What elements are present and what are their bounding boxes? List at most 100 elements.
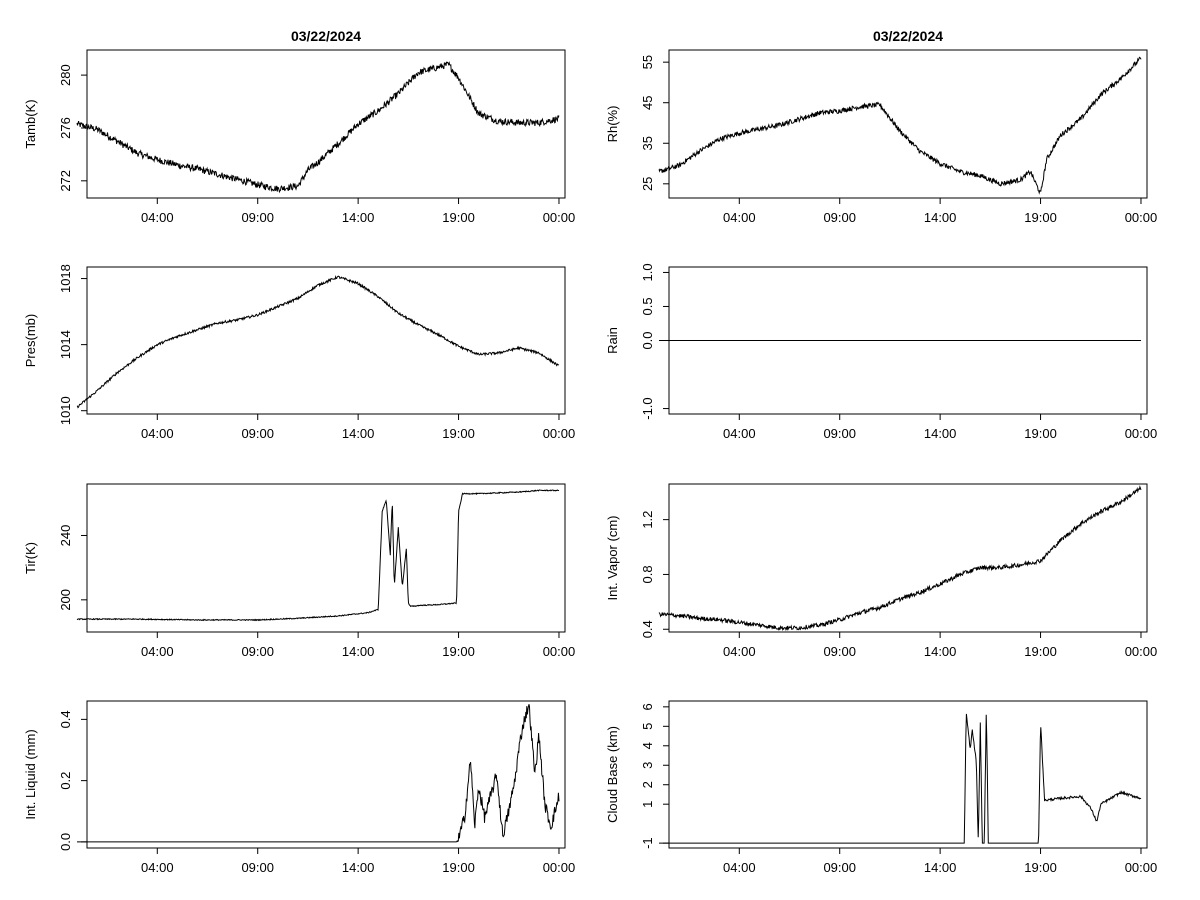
- x-tick-label: 00:00: [1125, 210, 1158, 225]
- y-tick-label: 240: [58, 525, 73, 547]
- y-axis-label: Int. Vapor (cm): [605, 515, 620, 600]
- y-axis: 272 276 280: [58, 64, 88, 192]
- x-tick-label: 04:00: [723, 644, 756, 659]
- y-tick-label: 1.0: [640, 263, 655, 281]
- panel-tir: 04:00 09:00 14:00 19:00 00:00 200 240 Tir(K): [23, 483, 576, 659]
- plot-frame: [86, 483, 566, 633]
- x-tick-label: 09:00: [823, 644, 856, 659]
- x-tick-label: 04:00: [141, 644, 174, 659]
- y-axis: 1010 1014 1018: [58, 264, 88, 425]
- x-tick-label: 19:00: [1024, 860, 1057, 875]
- y-tick-label: 280: [58, 64, 73, 86]
- y-tick-label: -1.0: [640, 397, 655, 419]
- y-tick-label: 45: [640, 95, 655, 109]
- plot-frame: [86, 49, 566, 199]
- y-tick-label: 272: [58, 170, 73, 192]
- plot-frame: [668, 483, 1148, 633]
- x-tick-label: 04:00: [141, 210, 174, 225]
- y-tick-label: 1: [640, 801, 655, 808]
- y-axis: -1 1 2 3 4 5 6: [640, 703, 670, 849]
- y-axis: 0.4 0.8 1.2: [640, 511, 670, 638]
- x-tick-label: 19:00: [442, 860, 475, 875]
- plot-frame: [668, 49, 1148, 199]
- y-tick-label: 35: [640, 136, 655, 150]
- x-tick-label: 04:00: [141, 426, 174, 441]
- x-tick-label: 00:00: [543, 860, 576, 875]
- x-tick-label: 14:00: [924, 860, 957, 875]
- y-tick-label: 276: [58, 117, 73, 139]
- y-axis-label: Tamb(K): [23, 99, 38, 148]
- y-axis-label: Rain: [605, 327, 620, 354]
- x-axis: 04:00 09:00 14:00 19:00 00:00: [723, 631, 1158, 659]
- x-axis: 04:00 09:00 14:00 19:00 00:00: [141, 413, 576, 441]
- y-tick-label: 0.8: [640, 565, 655, 583]
- y-tick-label: 1014: [58, 330, 73, 359]
- series-line-pres: [76, 274, 560, 409]
- series-line-tamb: [76, 61, 560, 194]
- x-tick-label: 09:00: [241, 644, 274, 659]
- x-tick-label: 19:00: [442, 644, 475, 659]
- y-tick-label: 200: [58, 589, 73, 611]
- x-tick-label: 04:00: [141, 860, 174, 875]
- y-tick-label: 4: [640, 742, 655, 749]
- y-axis: 0.0 0.2 0.4: [58, 710, 88, 851]
- x-tick-label: 04:00: [723, 210, 756, 225]
- y-axis-label: Rh(%): [605, 106, 620, 143]
- x-axis: 04:00 09:00 14:00 19:00 00:00: [723, 847, 1158, 875]
- x-tick-label: 00:00: [543, 210, 576, 225]
- x-tick-label: 09:00: [241, 426, 274, 441]
- plot-frame: [86, 700, 566, 849]
- series-line-liquid: [77, 704, 560, 843]
- y-tick-label: 55: [640, 55, 655, 69]
- x-tick-label: 04:00: [723, 860, 756, 875]
- panel-rain: 04:00 09:00 14:00 19:00 00:00 -1.0 0.0 0.5 1.0 Ra…: [605, 263, 1157, 441]
- x-tick-label: 19:00: [1024, 426, 1057, 441]
- y-axis: 200 240: [58, 525, 88, 611]
- chart-title: 03/22/2024: [873, 28, 943, 44]
- y-tick-label: 6: [640, 703, 655, 710]
- plot-frame: [668, 700, 1148, 849]
- y-tick-label: 0.5: [640, 297, 655, 315]
- x-axis: 04:00 09:00 14:00 19:00 00:00: [723, 197, 1158, 225]
- x-tick-label: 00:00: [1125, 644, 1158, 659]
- series-line-cloudbase: [659, 713, 1142, 844]
- x-tick-label: 09:00: [241, 860, 274, 875]
- series-line-tir: [76, 489, 560, 622]
- y-axis: 25 35 45 55: [640, 55, 670, 191]
- x-tick-label: 00:00: [543, 644, 576, 659]
- x-axis: 04:00 09:00 14:00 19:00 00:00: [141, 197, 576, 225]
- y-tick-label: 0.4: [58, 710, 73, 728]
- x-tick-label: 00:00: [1125, 860, 1158, 875]
- y-tick-label: 5: [640, 723, 655, 730]
- panel-pres: 04:00 09:00 14:00 19:00 00:00 1010 1014 1018 Pre…: [23, 264, 575, 441]
- y-axis-label: Tir(K): [23, 542, 38, 574]
- series-line-vapor: [658, 485, 1142, 632]
- chart-title: 03/22/2024: [291, 28, 361, 44]
- y-tick-label: 3: [640, 762, 655, 769]
- y-tick-label: 0.0: [640, 331, 655, 349]
- y-tick-label: -1: [640, 837, 655, 849]
- x-tick-label: 00:00: [543, 426, 576, 441]
- y-tick-label: 0.2: [58, 772, 73, 790]
- y-axis-label: Cloud Base (km): [605, 726, 620, 823]
- y-tick-label: 1.2: [640, 511, 655, 529]
- x-tick-label: 19:00: [1024, 644, 1057, 659]
- x-tick-label: 14:00: [342, 210, 375, 225]
- y-axis-label: Pres(mb): [23, 314, 38, 367]
- y-tick-label: 1010: [58, 396, 73, 425]
- y-tick-label: 0.4: [640, 620, 655, 638]
- x-tick-label: 14:00: [924, 644, 957, 659]
- x-tick-label: 09:00: [823, 426, 856, 441]
- x-tick-label: 14:00: [342, 860, 375, 875]
- plot-frame: [86, 266, 566, 415]
- x-tick-label: 14:00: [924, 426, 957, 441]
- y-tick-label: 0.0: [58, 833, 73, 851]
- y-tick-label: 2: [640, 781, 655, 788]
- series-line-rh: [658, 56, 1142, 195]
- x-tick-label: 09:00: [823, 210, 856, 225]
- x-tick-label: 09:00: [823, 860, 856, 875]
- x-tick-label: 14:00: [342, 426, 375, 441]
- panel-vapor: 04:00 09:00 14:00 19:00 00:00 0.4 0.8 1.2 Int. V…: [605, 483, 1158, 659]
- y-axis: -1.0 0.0 0.5 1.0: [640, 263, 670, 420]
